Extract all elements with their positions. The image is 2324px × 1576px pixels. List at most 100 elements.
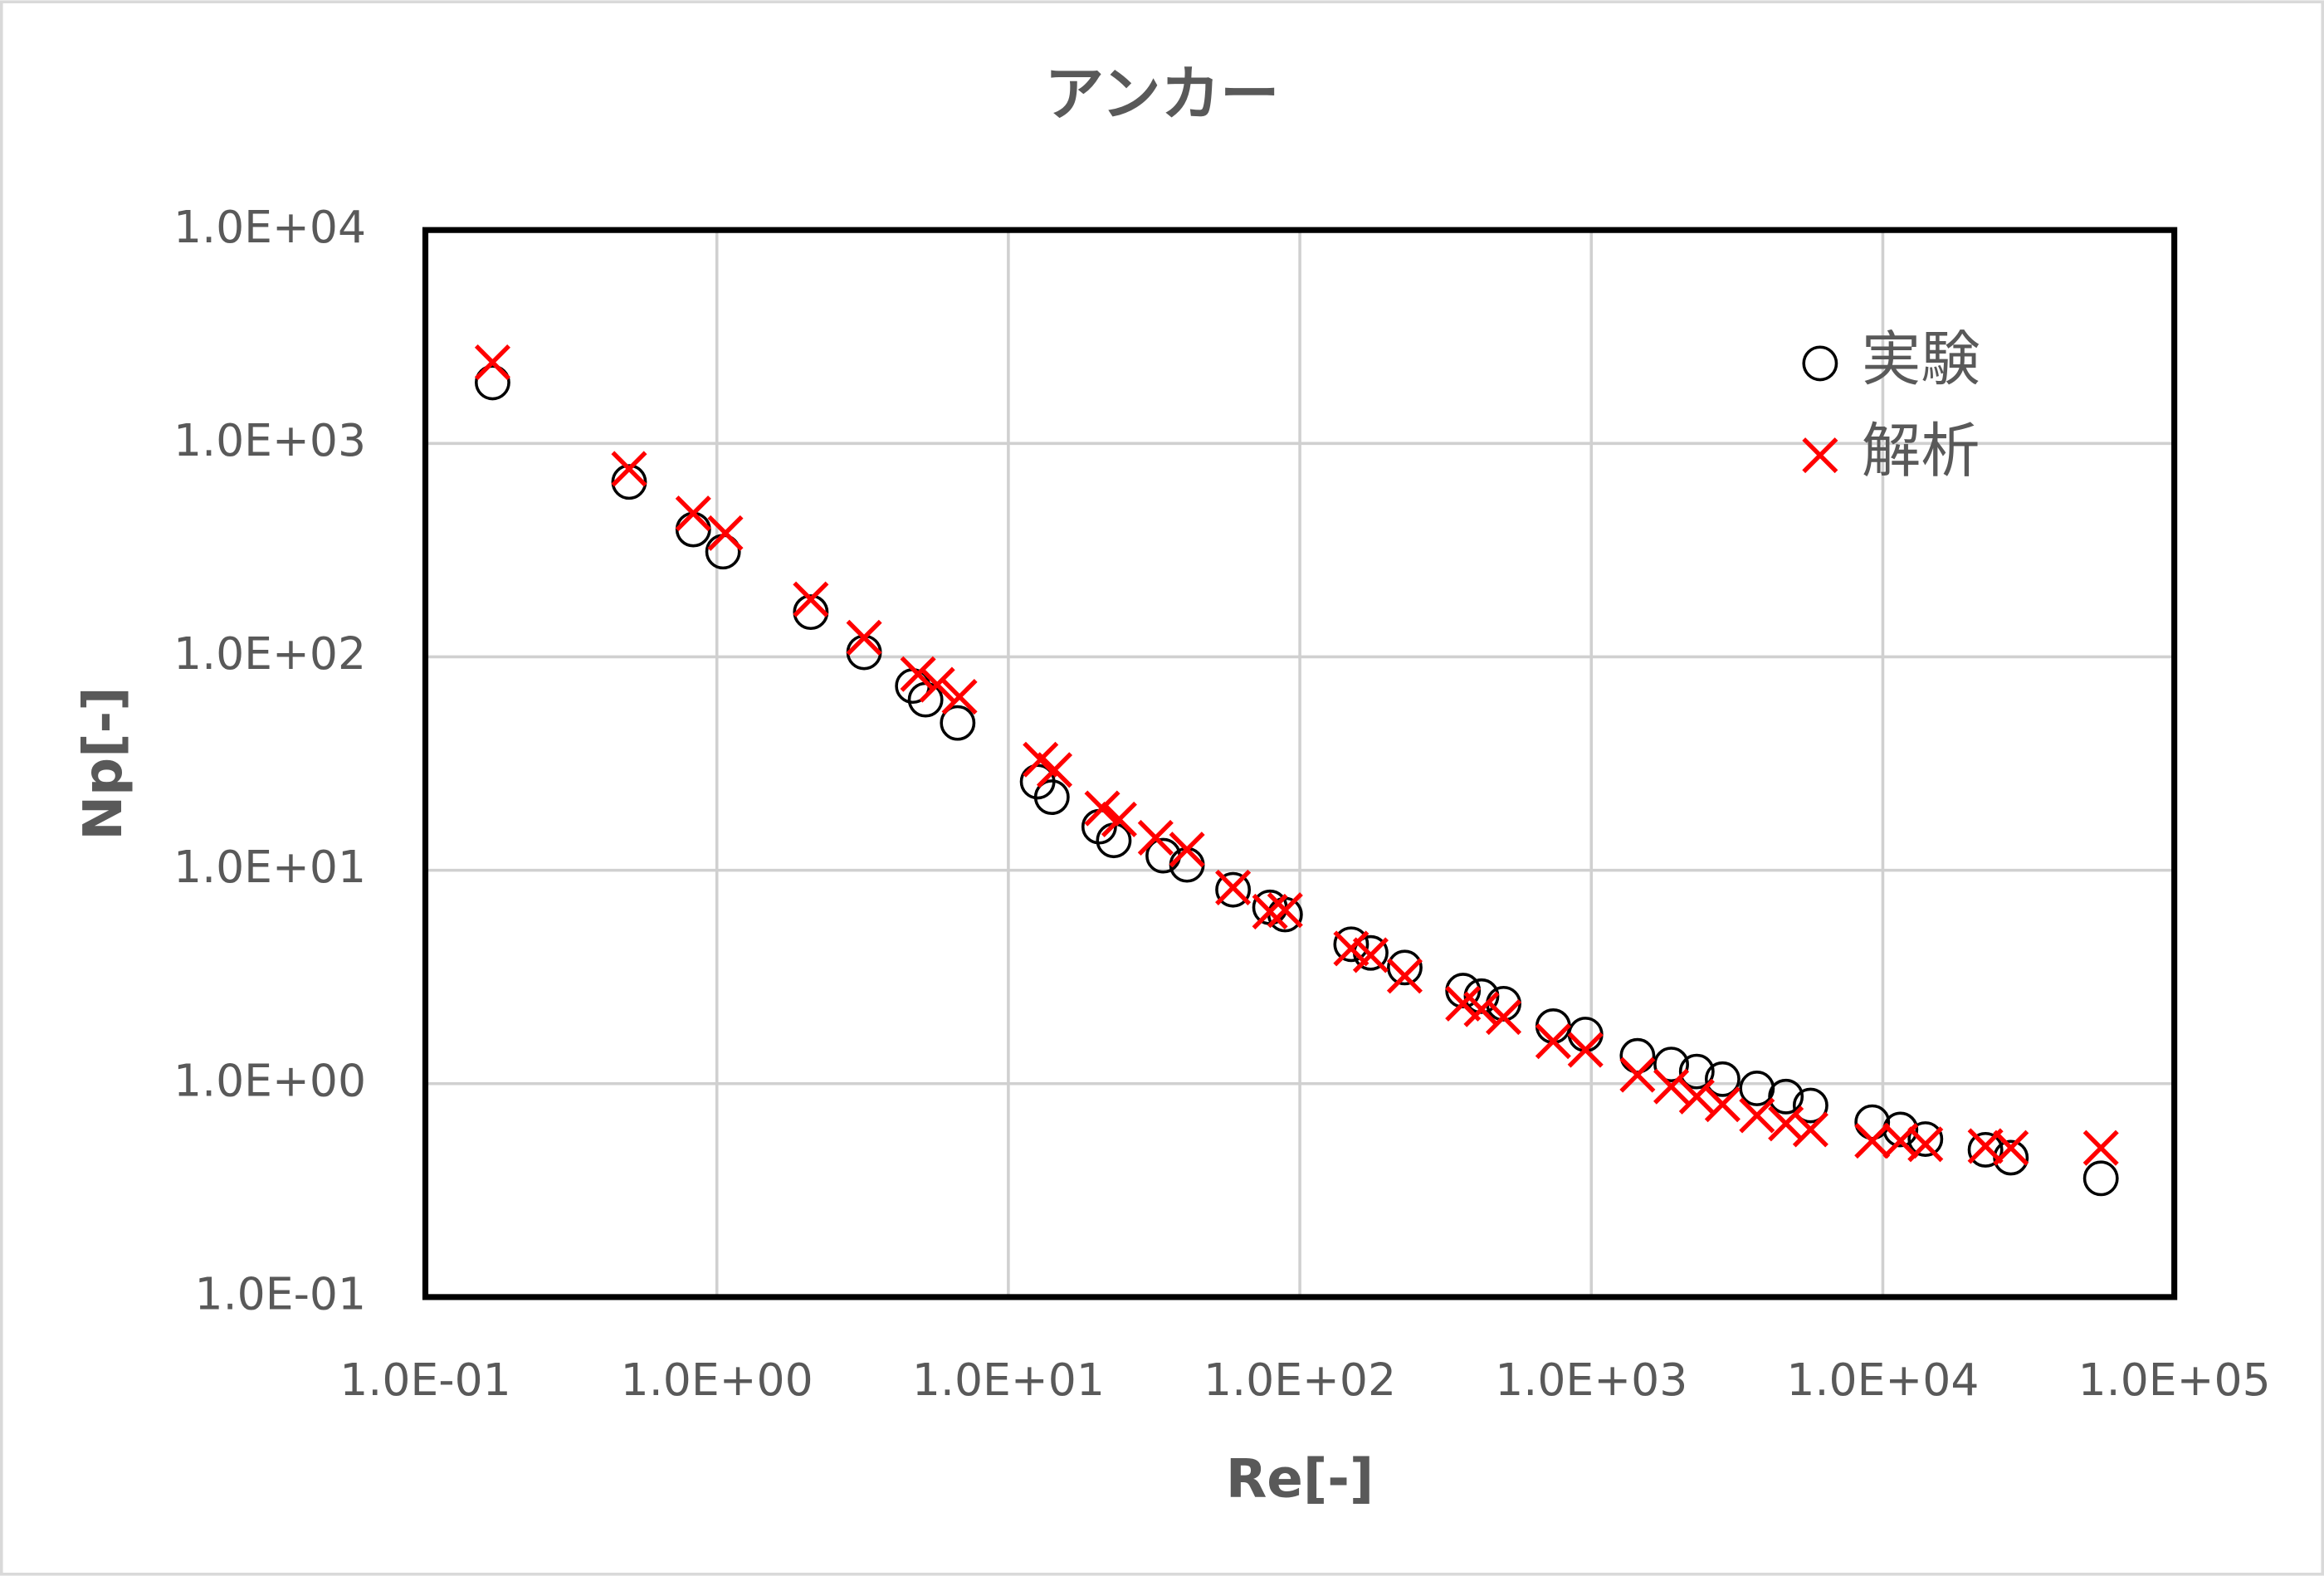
y-tick-label: 1.0E+00: [173, 1054, 366, 1106]
point: [1653, 1047, 1689, 1083]
point-stroke: [1993, 1130, 2029, 1166]
point: [1619, 1056, 1656, 1093]
point: [919, 666, 955, 703]
legend-label: 実験: [1862, 324, 1980, 393]
legend-marker-stroke: [1802, 437, 1838, 474]
point: [1678, 1053, 1715, 1090]
point: [1653, 1068, 1690, 1105]
point-stroke: [611, 451, 647, 487]
point: [1678, 1078, 1715, 1115]
x-tick-label: 1.0E+01: [912, 1354, 1105, 1406]
point: [707, 515, 744, 551]
y-tick-label: 1.0E+02: [173, 627, 366, 680]
point-stroke: [900, 656, 936, 692]
point: [2082, 1160, 2119, 1197]
y-tick-label: 1.0E+03: [173, 414, 366, 466]
x-tick-label: 1.0E+02: [1204, 1354, 1396, 1406]
point: [1033, 779, 1070, 815]
point-stroke: [1619, 1056, 1656, 1093]
point-stroke: [1023, 741, 1059, 778]
y-tick-label: 1.0E-01: [195, 1268, 367, 1320]
point-stroke: [1678, 1078, 1715, 1115]
point: [900, 656, 936, 692]
point: [1907, 1126, 1944, 1163]
point-stroke: [1386, 958, 1423, 994]
legend-marker: [1802, 437, 1838, 474]
point-stroke: [1036, 752, 1073, 788]
legend-marker: [1802, 345, 1838, 382]
point-stroke: [1252, 893, 1288, 929]
point: [611, 464, 647, 500]
x-tick-label: 1.0E+04: [1786, 1354, 1979, 1406]
x-tick-label: 1.0E+00: [621, 1354, 813, 1406]
point: [1252, 893, 1288, 929]
point-stroke: [474, 344, 510, 381]
point: [1854, 1123, 1891, 1159]
point: [941, 679, 978, 715]
point-stroke: [1535, 1023, 1571, 1060]
plot-area-border: [422, 227, 2178, 1300]
point-stroke: [1352, 937, 1389, 973]
point: [1445, 973, 1482, 1009]
point: [1907, 1121, 1944, 1157]
point-stroke: [1854, 1123, 1891, 1159]
point-stroke: [1267, 892, 1303, 929]
point: [1333, 930, 1370, 967]
point: [475, 364, 510, 401]
point: [1792, 1087, 1828, 1124]
point: [1137, 819, 1174, 856]
point: [675, 495, 711, 532]
point: [1792, 1111, 1828, 1148]
point-stroke: [1463, 991, 1500, 1027]
point-stroke: [846, 619, 882, 656]
point-stroke: [941, 679, 978, 715]
point-stroke: [1486, 999, 1522, 1036]
point: [1567, 1032, 1604, 1068]
point: [1386, 958, 1423, 994]
point-stroke: [2082, 1130, 2119, 1166]
point: [1535, 1023, 1571, 1060]
point-stroke: [1137, 819, 1174, 856]
point: [1084, 790, 1120, 827]
y-axis-label: Np[-]: [72, 686, 134, 840]
point-stroke: [1084, 790, 1120, 827]
point: [474, 344, 510, 381]
point-stroke: [793, 581, 829, 617]
point: [1267, 892, 1303, 929]
point: [1215, 869, 1252, 905]
point: [1169, 832, 1205, 868]
point-stroke: [919, 666, 955, 703]
point: [1704, 1061, 1741, 1097]
point: [846, 619, 882, 656]
point-stroke: [675, 495, 711, 532]
x-tick-label: 1.0E-01: [339, 1354, 511, 1406]
point-stroke: [1907, 1126, 1944, 1163]
point: [1463, 991, 1500, 1027]
x-axis-label: Re[-]: [1226, 1448, 1374, 1510]
point: [1704, 1086, 1741, 1123]
chart-title: アンカー: [1045, 60, 1280, 129]
x-tick-label: 1.0E+03: [1495, 1354, 1687, 1406]
point: [1101, 801, 1137, 837]
point-stroke: [1653, 1068, 1690, 1105]
y-tick-label: 1.0E+01: [173, 841, 366, 893]
point-stroke: [1333, 930, 1370, 967]
y-tick-label: 1.0E+04: [173, 201, 366, 253]
point-stroke: [1792, 1111, 1828, 1148]
point: [1036, 752, 1073, 788]
point: [1215, 871, 1252, 908]
point: [1739, 1097, 1775, 1134]
point-stroke: [1101, 801, 1137, 837]
point: [940, 705, 976, 741]
point-stroke: [1169, 832, 1205, 868]
point: [793, 594, 829, 631]
point: [1967, 1131, 2004, 1168]
point: [1333, 926, 1370, 963]
point: [611, 451, 647, 487]
point: [1352, 937, 1389, 973]
point: [1993, 1130, 2029, 1166]
point-stroke: [707, 515, 744, 551]
